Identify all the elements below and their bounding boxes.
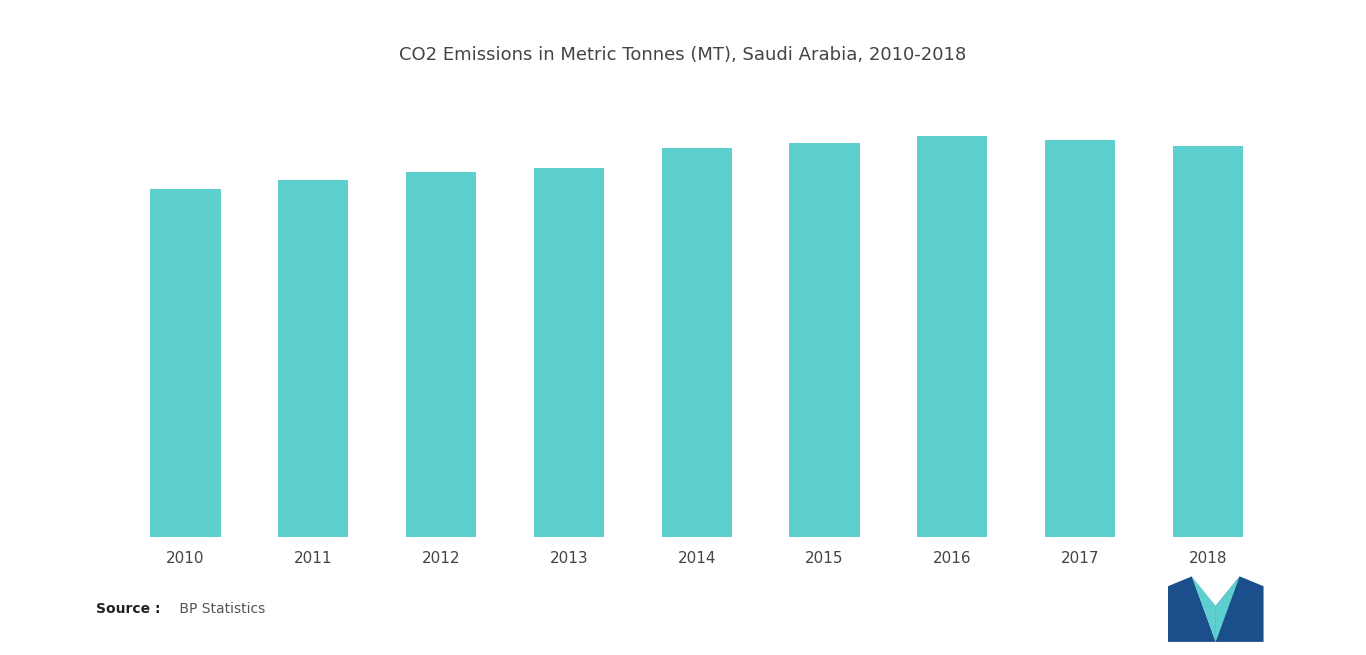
Text: Source :: Source : [96, 602, 160, 616]
Bar [1045, 140, 1115, 537]
Polygon shape [1168, 576, 1216, 642]
Bar [534, 168, 604, 537]
Polygon shape [1191, 576, 1216, 642]
Bar [790, 143, 859, 537]
Text: BP Statistics: BP Statistics [175, 602, 265, 616]
Bar [279, 180, 348, 537]
Bar [406, 172, 477, 537]
Bar [150, 189, 220, 537]
Text: CO2 Emissions in Metric Tonnes (MT), Saudi Arabia, 2010-2018: CO2 Emissions in Metric Tonnes (MT), Sau… [399, 46, 967, 64]
Polygon shape [1216, 576, 1264, 642]
Bar [917, 136, 988, 537]
Polygon shape [1216, 576, 1240, 642]
Bar [661, 148, 732, 537]
Bar [1173, 146, 1243, 537]
